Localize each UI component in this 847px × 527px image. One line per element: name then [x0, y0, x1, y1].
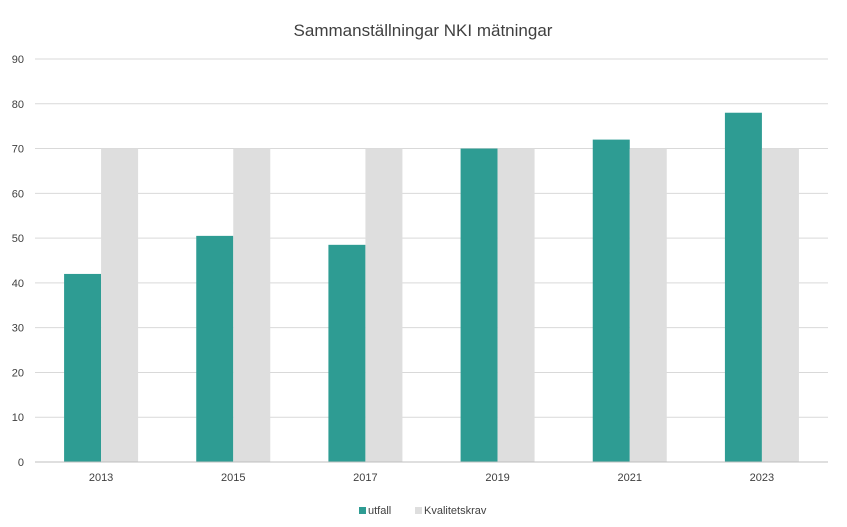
- bar-kvalitetskrav-2023: [761, 148, 799, 463]
- x-tick-label: 2019: [485, 472, 509, 484]
- bar-utfall-2013: [64, 273, 102, 462]
- bars: [64, 112, 799, 463]
- y-tick-label: 50: [12, 233, 24, 245]
- bar-utfall-2023: [724, 112, 762, 462]
- bar-utfall-2017: [328, 244, 366, 462]
- y-tick-label: 40: [12, 278, 24, 290]
- gridlines: [35, 58, 828, 418]
- bar-kvalitetskrav-2013: [101, 148, 139, 463]
- bar-utfall-2015: [196, 235, 234, 462]
- bar-utfall-2021: [592, 139, 630, 462]
- legend: utfall Kvalitetskrav: [359, 505, 487, 517]
- y-tick-label: 80: [12, 99, 24, 111]
- x-tick-label: 2017: [353, 472, 377, 484]
- bar-kvalitetskrav-2019: [497, 148, 535, 463]
- x-axis-ticks: 2013 2015 2017 2019 2021 2023: [89, 472, 774, 484]
- bar-kvalitetskrav-2021: [629, 148, 667, 463]
- bar-kvalitetskrav-2017: [365, 148, 403, 463]
- y-tick-label: 30: [12, 323, 24, 335]
- y-tick-label: 60: [12, 188, 24, 200]
- bar-kvalitetskrav-2015: [233, 148, 271, 463]
- x-tick-label: 2013: [89, 472, 113, 484]
- x-tick-label: 2021: [618, 472, 642, 484]
- bar-utfall-2019: [460, 148, 498, 463]
- y-tick-label: 0: [18, 457, 24, 469]
- y-axis-ticks: 0 10 20 30 40 50 60 70 80 90: [12, 54, 24, 469]
- y-tick-label: 20: [12, 367, 24, 379]
- y-tick-label: 90: [12, 54, 24, 66]
- legend-swatch-kvalitetskrav: [415, 507, 422, 514]
- x-tick-label: 2023: [750, 472, 774, 484]
- y-tick-label: 70: [12, 144, 24, 156]
- y-tick-label: 10: [12, 412, 24, 424]
- chart-title: Sammanställningar NKI mätningar: [294, 21, 553, 40]
- legend-swatch-utfall: [359, 507, 366, 514]
- legend-label-kvalitetskrav: Kvalitetskrav: [424, 505, 487, 517]
- x-tick-label: 2015: [221, 472, 245, 484]
- legend-label-utfall: utfall: [368, 505, 391, 517]
